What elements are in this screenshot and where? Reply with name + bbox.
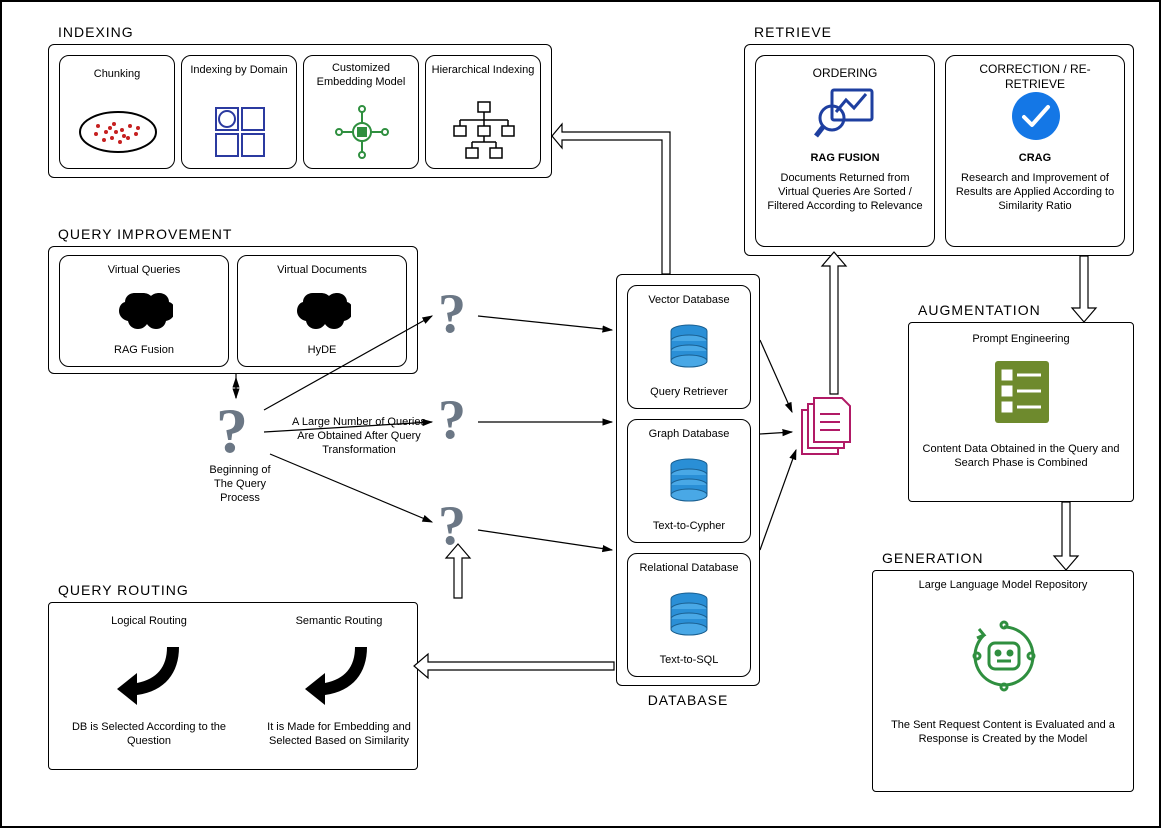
- diagram-canvas: INDEXING Chunking Indexing by Domain: [0, 0, 1161, 828]
- arrows-layer: [2, 2, 1161, 830]
